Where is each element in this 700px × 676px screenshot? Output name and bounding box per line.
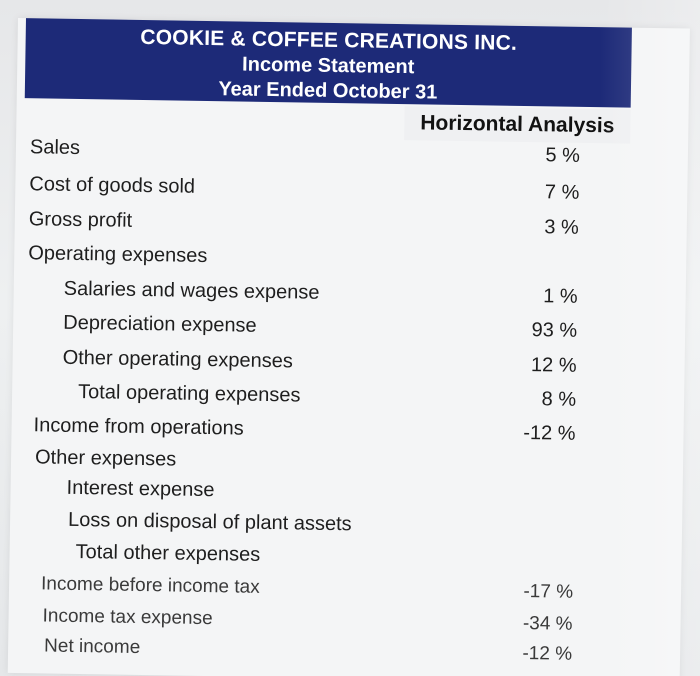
row-salaries-wages: Salaries and wages expense 1 % [13,277,673,317]
row-label: Income tax expense [42,605,213,630]
row-value [488,249,578,250]
row-label: Total operating expenses [77,380,301,407]
row-gross-profit: Gross profit 3 % [15,208,675,248]
income-statement-document: COOKIE & COFFEE CREATIONS INC. Income St… [7,18,690,676]
row-value: -12 % [522,643,573,665]
row-value: 1 % [543,285,578,308]
row-total-operating: Total operating expenses 8 % [12,380,672,420]
row-value [484,547,574,548]
row-value [484,515,574,516]
row-label: Cost of goods sold [29,173,196,198]
row-label: Sales [29,136,81,159]
row-other-operating: Other operating expenses 12 % [12,346,672,386]
row-label: Interest expense [66,476,215,502]
row-value: 5 % [545,144,581,167]
row-value: -17 % [523,581,574,603]
row-label: Loss on disposal of plant assets [67,508,352,536]
row-value [485,453,575,454]
row-value: 3 % [544,216,579,239]
row-label: Total other expenses [75,540,261,566]
row-cost-of-goods-sold: Cost of goods sold 7 % [15,173,675,213]
row-label: Income from operations [33,414,244,440]
row-value: 12 % [530,354,577,377]
row-value: 7 % [544,181,580,204]
row-label: Other expenses [34,446,177,471]
horizontal-analysis-header: Horizontal Analysis [404,106,631,144]
row-label: Income before income tax [40,573,260,598]
row-label: Depreciation expense [63,311,257,337]
row-value: -12 % [523,421,576,445]
row-label: Net income [43,635,141,658]
row-value: 8 % [541,388,577,411]
row-depreciation: Depreciation expense 93 % [13,311,673,351]
row-value [485,483,575,484]
row-label: Gross profit [28,208,133,232]
row-label: Operating expenses [28,242,208,268]
row-value: -34 % [522,613,573,635]
row-value: 93 % [531,319,578,342]
row-label: Other operating expenses [62,346,293,373]
row-label: Salaries and wages expense [63,277,320,304]
row-operating-expenses: Operating expenses [14,242,674,282]
statement-header: COOKIE & COFFEE CREATIONS INC. Income St… [24,18,632,108]
